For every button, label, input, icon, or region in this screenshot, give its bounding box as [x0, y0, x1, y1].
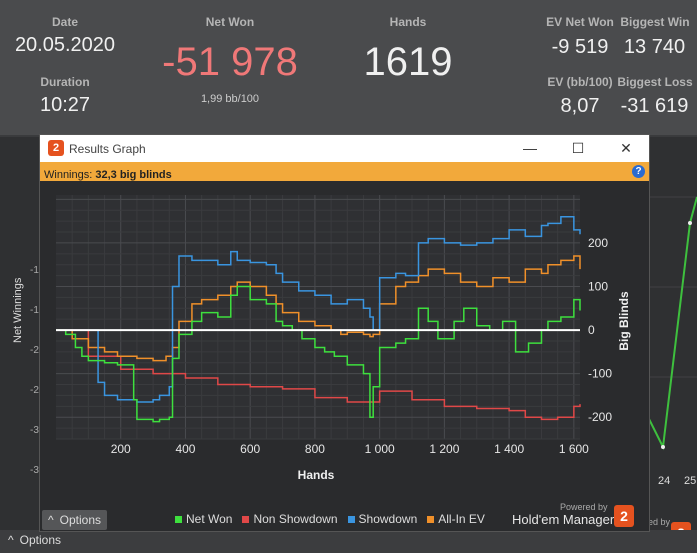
- results-chart: 200 400 600 800 1 000 1 200 1 400 1 600 2001000…: [56, 195, 631, 482]
- ev-bb-value: 8,07: [560, 95, 600, 117]
- bg-xtick: 25: [684, 475, 697, 487]
- ev-bb-label: EV (bb/100): [547, 75, 613, 89]
- bg-xtick: 24: [658, 475, 671, 487]
- legend-item-showdown[interactable]: Showdown: [347, 512, 418, 526]
- hands-value: 1619: [363, 40, 453, 84]
- ev-net-won-value: -9 519: [551, 36, 609, 58]
- x-tick-label: 800: [305, 442, 325, 456]
- series-line-showdown: [56, 216, 581, 403]
- window-titlebar[interactable]: 2 Results Graph — ☐ ✕: [40, 135, 649, 162]
- x-tick-label: 200: [111, 442, 131, 456]
- bg-ylabel: Net Winnings: [12, 277, 24, 343]
- bg-ytick: -3: [30, 465, 39, 476]
- close-button[interactable]: ✕: [620, 140, 632, 156]
- chevron-up-icon: ^: [48, 513, 54, 527]
- legend-swatch: [347, 515, 355, 523]
- y-tick-label: -100: [588, 367, 612, 381]
- stats-bar: Date 20.05.2020 Duration 10:27 Net Won -…: [0, 0, 697, 135]
- bg-ytick: -1: [30, 265, 39, 276]
- x-tick-labels: 200 400 600 800 1 000 1 200 1 400 1 600: [111, 442, 589, 456]
- legend-swatch: [175, 515, 182, 523]
- date-label: Date: [51, 15, 78, 29]
- biggest-win-label: Biggest Win: [620, 15, 690, 29]
- x-tick-label: 600: [240, 442, 260, 456]
- legend-item-net-won[interactable]: Net Won: [175, 512, 232, 526]
- hem-brand-logo-icon: 2: [614, 505, 634, 527]
- bg-options-label: Options: [19, 533, 61, 547]
- y-tick-label: -200: [588, 410, 612, 424]
- y-tick-label: 200: [588, 236, 608, 250]
- legend-label: Showdown: [358, 512, 418, 526]
- maximize-button[interactable]: ☐: [571, 140, 585, 156]
- winnings-banner: Winnings: 32,3 big blinds ?: [40, 162, 649, 181]
- minimize-button[interactable]: —: [523, 140, 537, 156]
- x-axis-label: Hands: [298, 468, 335, 482]
- hands-label: Hands: [389, 15, 427, 29]
- x-tick-label: 1 200: [429, 442, 459, 456]
- winnings-label: Winnings:: [44, 169, 96, 181]
- biggest-loss-label: Biggest Loss: [617, 75, 693, 89]
- y-tick-label: 0: [588, 323, 595, 337]
- legend-label: Non Showdown: [253, 512, 338, 526]
- date-value: 20.05.2020: [14, 34, 116, 56]
- winnings-value: 32,3 big blinds: [95, 169, 172, 181]
- y-tick-label: 100: [588, 280, 608, 294]
- legend-swatch: [242, 515, 250, 523]
- net-won-bb100: 1,99 bb/100: [200, 93, 260, 105]
- hem-brand-text: Hold'em Manager: [512, 512, 615, 527]
- bg-series-line: [648, 196, 697, 451]
- x-tick-label: 1 600: [559, 442, 589, 456]
- chevron-up-icon: ^: [8, 533, 14, 547]
- chart-legend: Net Won Non Showdown Showdown All-In EV: [175, 512, 485, 526]
- bottom-bar: ^ Options: [0, 530, 697, 553]
- x-tick-label: 1 000: [365, 442, 395, 456]
- bg-ytick: -3: [30, 425, 39, 436]
- bg-powered-text: ed by: [648, 517, 671, 527]
- biggest-win-value: 13 740: [623, 36, 686, 58]
- duration-value: 10:27: [39, 94, 91, 116]
- powered-by-text: Powered by: [560, 502, 608, 512]
- x-tick-label: 400: [175, 442, 195, 456]
- bg-ytick: -2: [30, 385, 39, 396]
- legend-label: All-In EV: [438, 512, 485, 526]
- bg-line-chart: [648, 196, 697, 451]
- legend-item-all-in-ev[interactable]: All-In EV: [427, 512, 485, 526]
- y-axis-label: Big Blinds: [617, 291, 631, 351]
- series-line-non-showdown: [56, 329, 581, 421]
- legend-label: Net Won: [186, 512, 233, 526]
- bg-options-button[interactable]: ^ Options: [2, 530, 67, 550]
- bg-point: [661, 445, 665, 449]
- hem-logo-icon: 2: [48, 140, 64, 156]
- legend-swatch: [427, 515, 435, 523]
- results-graph-window: 2 Results Graph — ☐ ✕ Winnings: 32,3 big…: [39, 134, 650, 532]
- ev-net-won-label: EV Net Won: [546, 15, 614, 29]
- options-button[interactable]: ^ Options: [42, 510, 107, 530]
- legend-item-non-showdown[interactable]: Non Showdown: [242, 512, 338, 526]
- bg-ytick: -1: [30, 305, 39, 316]
- net-won-label: Net Won: [205, 15, 255, 29]
- biggest-loss-value: -31 619: [620, 95, 689, 117]
- bg-point: [688, 221, 692, 225]
- series-line-net-won: [56, 285, 581, 423]
- net-won-value: -51 978: [162, 40, 298, 84]
- duration-label: Duration: [40, 75, 90, 89]
- bg-ytick: -2: [30, 345, 39, 356]
- help-icon[interactable]: ?: [632, 165, 645, 178]
- x-tick-label: 1 400: [494, 442, 524, 456]
- options-label: Options: [59, 513, 101, 527]
- y-tick-labels: 200 100 0 -100 -200: [588, 236, 612, 424]
- window-title: Results Graph: [69, 142, 146, 156]
